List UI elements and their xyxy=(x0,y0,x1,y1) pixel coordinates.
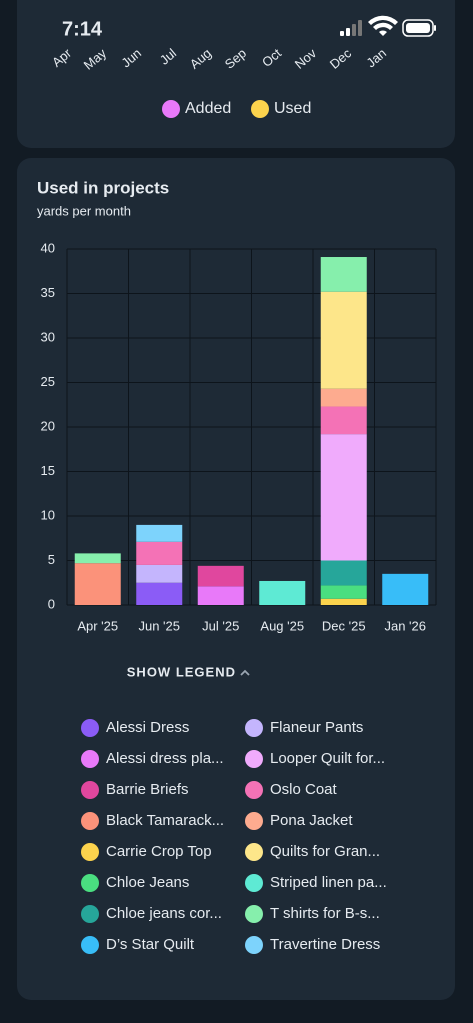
x-tick-label: Apr '25 xyxy=(77,618,118,633)
legend-label: Black Tamarack... xyxy=(106,812,224,829)
x-tick-label: Jun '25 xyxy=(138,618,180,633)
legend-toggle[interactable]: SHOW LEGEND xyxy=(127,664,236,679)
legend-dot xyxy=(245,812,263,830)
legend-dot xyxy=(251,100,269,118)
legend-label: Alessi dress pla... xyxy=(106,750,224,767)
y-tick-label: 15 xyxy=(41,463,55,478)
legend-label: Barrie Briefs xyxy=(106,781,189,798)
legend-label: Alessi Dress xyxy=(106,719,189,736)
legend-label: Looper Quilt for... xyxy=(270,750,385,767)
legend-dot xyxy=(245,874,263,892)
y-tick-label: 30 xyxy=(41,329,55,344)
bar-segment xyxy=(320,434,367,561)
legend-label: Travertine Dress xyxy=(270,936,380,953)
bar-segment xyxy=(74,553,121,564)
x-tick-label: Jan '26 xyxy=(384,618,426,633)
legend-dot xyxy=(81,812,99,830)
bar-segment xyxy=(320,585,367,599)
bar-segment xyxy=(136,541,183,565)
legend-dot xyxy=(81,719,99,737)
legend-dot xyxy=(81,843,99,861)
legend-dot xyxy=(162,100,180,118)
x-tick-label: Aug '25 xyxy=(260,618,304,633)
bar-segment xyxy=(320,406,367,435)
legend-dot xyxy=(81,750,99,768)
legend-label: Chloe jeans cor... xyxy=(106,905,222,922)
bar-segment xyxy=(320,598,367,605)
status-time: 7:14 xyxy=(62,18,103,40)
legend-label: Oslo Coat xyxy=(270,781,338,798)
legend-dot xyxy=(245,719,263,737)
bar-segment xyxy=(320,257,367,292)
bar-segment xyxy=(136,524,183,542)
legend-label: Added xyxy=(185,100,231,117)
y-tick-label: 20 xyxy=(41,418,55,433)
y-tick-label: 5 xyxy=(48,552,55,567)
legend-dot xyxy=(81,936,99,954)
legend-label: D’s Star Quilt xyxy=(106,936,195,953)
legend-label: Flaneur Pants xyxy=(270,719,363,736)
caret-icon[interactable] xyxy=(240,669,250,676)
y-tick-label: 10 xyxy=(41,507,55,522)
top-card xyxy=(17,0,455,148)
legend-dot xyxy=(245,781,263,799)
chart-title: Used in projects xyxy=(37,178,169,197)
bar-segment xyxy=(197,565,244,587)
y-tick-label: 25 xyxy=(41,374,55,389)
legend-dot xyxy=(245,750,263,768)
y-tick-label: 35 xyxy=(41,285,55,300)
bar-segment xyxy=(320,291,367,389)
bar-segment xyxy=(136,564,183,583)
x-tick-label: Dec '25 xyxy=(322,618,366,633)
y-tick-label: 0 xyxy=(48,596,55,611)
bar-segment xyxy=(197,586,244,605)
legend-dot xyxy=(245,905,263,923)
legend-dot xyxy=(245,843,263,861)
chart-subtitle: yards per month xyxy=(37,203,131,218)
legend-label: Carrie Crop Top xyxy=(106,843,212,860)
legend-label: Used xyxy=(274,100,311,117)
bar-segment xyxy=(74,563,121,605)
y-tick-label: 40 xyxy=(41,240,55,255)
legend-dot xyxy=(81,905,99,923)
bar-segment xyxy=(382,573,429,605)
legend-label: T shirts for B-s... xyxy=(270,905,380,922)
legend-dot xyxy=(81,781,99,799)
legend-dot xyxy=(81,874,99,892)
legend-label: Chloe Jeans xyxy=(106,874,189,891)
legend-dot xyxy=(245,936,263,954)
legend-label: Pona Jacket xyxy=(270,812,353,829)
bar-segment xyxy=(136,582,183,605)
legend-label: Quilts for Gran... xyxy=(270,843,380,860)
x-tick-label: Jul '25 xyxy=(202,618,239,633)
bar-segment xyxy=(320,560,367,586)
legend-label: Striped linen pa... xyxy=(270,874,387,891)
status-icons xyxy=(340,15,436,37)
bar-segment xyxy=(259,580,306,605)
bar-segment xyxy=(320,388,367,407)
